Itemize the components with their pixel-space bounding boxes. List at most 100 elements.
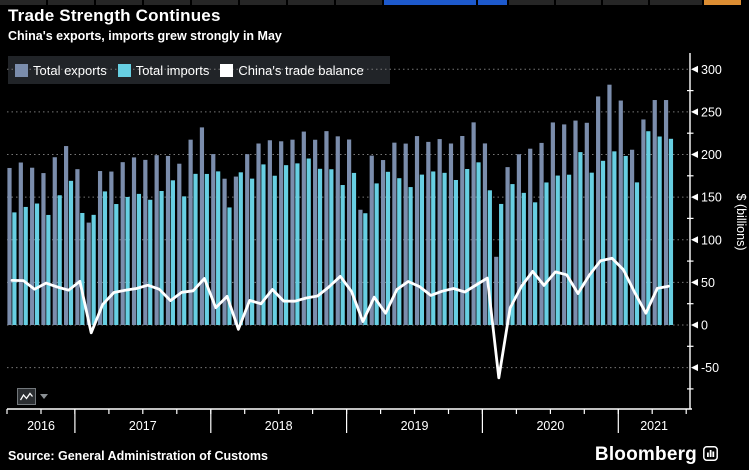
y-tick-label: 200 xyxy=(701,148,722,162)
export-bar xyxy=(380,160,386,325)
export-bar xyxy=(313,139,318,325)
import-bar xyxy=(363,213,368,325)
balance-swatch-icon xyxy=(220,63,234,77)
import-bar xyxy=(250,178,255,325)
import-bar xyxy=(646,131,651,325)
import-bar xyxy=(23,206,28,325)
export-bar xyxy=(188,139,193,325)
import-bar xyxy=(216,171,221,325)
import-bar xyxy=(329,169,334,325)
export-bar xyxy=(482,143,488,325)
legend-item-balance[interactable]: China's trade balance xyxy=(220,62,364,78)
export-bar xyxy=(573,120,578,325)
tab-segment xyxy=(556,0,601,5)
y-tick-arrow-icon xyxy=(691,321,698,329)
tab-segment xyxy=(478,0,507,5)
export-bar xyxy=(256,143,261,325)
export-bar xyxy=(131,157,137,325)
import-bar xyxy=(91,214,96,325)
import-bar xyxy=(442,172,447,325)
import-bar xyxy=(397,178,402,325)
export-bar xyxy=(143,159,148,325)
legend-item-imports[interactable]: Total imports xyxy=(117,62,210,78)
export-bar xyxy=(154,155,159,325)
export-bar xyxy=(505,167,510,325)
exports-swatch-icon xyxy=(15,63,28,77)
bloomberg-wordmark: Bloomberg xyxy=(594,443,697,465)
year-label: 2016 xyxy=(27,419,55,433)
bloomberg-logo: Bloomberg xyxy=(595,443,718,466)
export-bar xyxy=(267,140,272,325)
trade-balance-line xyxy=(10,256,670,380)
y-tick-arrow-icon xyxy=(691,108,698,116)
export-bar xyxy=(426,141,431,325)
y-tick-arrow-icon xyxy=(691,364,698,372)
import-bar xyxy=(453,179,458,325)
page-title: Trade Strength Continues xyxy=(8,6,221,25)
chevron-down-icon[interactable] xyxy=(40,394,48,399)
import-bar xyxy=(668,138,674,325)
import-bar xyxy=(544,182,549,325)
tab-segment xyxy=(288,0,334,5)
tab-segment xyxy=(704,0,741,5)
import-bar xyxy=(295,163,300,325)
year-label: 2018 xyxy=(265,419,293,433)
import-bar xyxy=(80,212,85,325)
import-bar xyxy=(306,158,311,325)
export-bar xyxy=(97,171,103,325)
y-tick-label: -50 xyxy=(701,361,719,375)
import-bar xyxy=(419,174,425,325)
export-bar xyxy=(335,136,340,325)
y-tick-arrow-icon xyxy=(691,236,698,244)
export-bar xyxy=(52,157,57,325)
export-bar xyxy=(403,143,408,325)
tab-segment xyxy=(48,0,94,5)
tab-segment xyxy=(144,0,190,5)
export-bar xyxy=(618,100,623,325)
import-bar xyxy=(499,203,504,325)
import-bar xyxy=(578,152,583,325)
export-bar xyxy=(584,122,589,325)
export-bar xyxy=(64,146,69,325)
chart-legend: Total exports Total imports China's trad… xyxy=(8,56,375,84)
export-bar xyxy=(550,122,555,325)
export-bar xyxy=(18,162,23,325)
chart-type-button[interactable] xyxy=(17,388,48,405)
export-bar xyxy=(86,222,91,325)
import-bar xyxy=(589,172,594,325)
year-label: 2017 xyxy=(129,419,157,433)
import-bar xyxy=(340,185,345,325)
export-bar xyxy=(290,139,295,325)
import-bar xyxy=(521,192,526,325)
import-bar xyxy=(68,180,74,325)
window-tab-strip xyxy=(0,0,749,5)
y-tick-label: 100 xyxy=(701,233,722,247)
import-bar xyxy=(431,171,436,325)
import-bar xyxy=(114,204,119,325)
import-bar xyxy=(136,193,142,325)
import-bar xyxy=(125,196,130,325)
export-bar xyxy=(460,136,465,325)
tab-segment xyxy=(336,0,382,5)
line-chart-icon[interactable] xyxy=(17,388,36,405)
export-bar xyxy=(165,155,171,325)
export-bar xyxy=(245,154,250,325)
y-tick-arrow-icon xyxy=(691,65,698,73)
export-bar xyxy=(471,122,476,325)
y-tick-label: 300 xyxy=(701,63,722,77)
year-label: 2021 xyxy=(640,419,668,433)
legend-item-exports[interactable]: Total exports xyxy=(15,63,107,78)
tab-segment xyxy=(603,0,648,5)
export-bar xyxy=(494,256,499,325)
chart-subtitle: China's exports, imports grew strongly i… xyxy=(8,29,282,43)
export-bar xyxy=(75,169,80,325)
export-bar xyxy=(30,167,35,325)
export-bar xyxy=(539,142,544,325)
export-bar xyxy=(528,148,533,325)
export-bar xyxy=(358,209,363,325)
bloomberg-terminal-icon xyxy=(703,446,718,466)
import-bar xyxy=(408,187,413,325)
legend-label: China's trade balance xyxy=(238,62,364,78)
legend-label: Total imports xyxy=(135,62,210,78)
export-bar xyxy=(109,171,114,325)
